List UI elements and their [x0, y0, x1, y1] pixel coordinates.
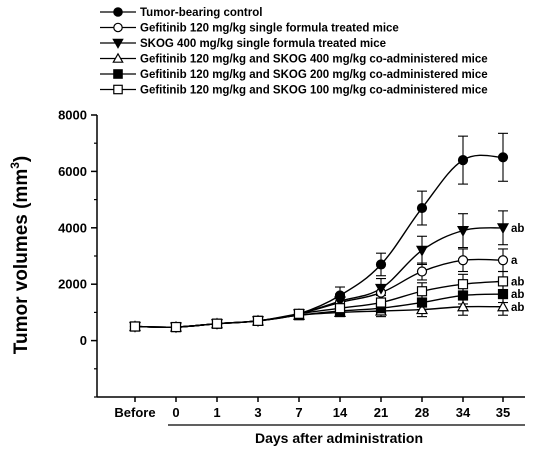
data-point	[457, 155, 469, 166]
legend-marker	[113, 7, 123, 17]
legend-item: Gefitinib 120 mg/kg and SKOG 200 mg/kg c…	[100, 69, 488, 81]
labels-layer: Tumor volumes (mm3) Days after administr…	[8, 156, 423, 446]
legend-marker	[113, 84, 123, 95]
data-point	[374, 283, 388, 295]
legend-marker	[113, 69, 123, 79]
legend-marker	[113, 22, 123, 33]
data-point	[457, 255, 469, 266]
data-point	[375, 259, 387, 270]
y-tick-label: 4000	[58, 220, 87, 235]
significance-label: ab	[511, 302, 524, 314]
y-tick-label: 2000	[58, 277, 87, 292]
data-point	[497, 152, 509, 163]
data-point	[416, 286, 428, 297]
data-point	[415, 245, 429, 257]
series-6	[134, 270, 508, 328]
series-line	[134, 154, 504, 328]
series-line	[134, 280, 504, 328]
data-point	[415, 303, 429, 315]
data-point	[170, 321, 182, 333]
data-point	[457, 279, 469, 290]
x-tick-label: 1	[213, 405, 220, 420]
legend-item: Gefitinib 120 mg/kg and SKOG 400 mg/kg c…	[100, 52, 488, 66]
data-point	[416, 202, 428, 214]
data-point	[457, 290, 469, 301]
data-point	[416, 266, 428, 277]
data-point	[496, 223, 510, 235]
significance-label: ab	[511, 223, 524, 235]
legend-item: Gefitinib 120 mg/kg and SKOG 100 mg/kg c…	[100, 85, 488, 97]
series-6-markers	[129, 276, 509, 333]
y-tick-label: 6000	[58, 164, 87, 179]
legend-item: Tumor-bearing control	[100, 7, 262, 19]
data-point	[129, 321, 141, 332]
legend-label: Gefitinib 120 mg/kg and SKOG 100 mg/kg c…	[140, 85, 488, 97]
x-tick-label: 3	[254, 405, 261, 420]
series-line	[134, 258, 504, 328]
y-axis-title-close: )	[11, 156, 32, 162]
y-tick-label: 8000	[58, 108, 87, 123]
series-5	[134, 285, 508, 328]
series-1-markers	[129, 152, 509, 333]
series-3-markers	[128, 223, 510, 334]
legend-label: Gefitinib 120 mg/kg and SKOG 400 mg/kg c…	[140, 54, 488, 66]
legend-label: SKOG 400 mg/kg single formula treated mi…	[140, 38, 386, 50]
significance-label: ab	[511, 276, 524, 288]
legend-marker	[112, 52, 124, 63]
significance-label: a	[511, 255, 518, 267]
x-tick-label: 28	[415, 405, 429, 420]
y-tick-label: 0	[80, 333, 87, 348]
data-point	[456, 226, 470, 237]
series-2	[134, 248, 508, 328]
legend-item: SKOG 400 mg/kg single formula treated mi…	[100, 38, 386, 50]
significance-label: ab	[511, 289, 524, 301]
data-point	[497, 288, 509, 300]
x-tick-label: Before	[114, 405, 155, 420]
x-tick-label: 14	[333, 405, 348, 420]
data-point	[456, 300, 470, 312]
y-axis-title-main: Tumor volumes (mm	[11, 169, 32, 354]
x-tick-label: 7	[295, 405, 302, 420]
series-2-markers	[129, 255, 509, 333]
data-point	[252, 315, 264, 326]
y-axis-title-superscript: 3	[8, 162, 22, 169]
legend-marker	[112, 38, 124, 49]
data-point	[416, 297, 428, 308]
data-point	[211, 318, 223, 329]
data-point	[496, 300, 510, 312]
series-3	[134, 210, 508, 328]
x-tick-label: 35	[496, 405, 510, 420]
data-point	[333, 296, 347, 308]
x-tick-label: 21	[374, 405, 388, 420]
legend-item: Gefitinib 120 mg/kg single formula treat…	[100, 23, 399, 35]
axes: 0 2000 4000 6000 8000 Before 0 1 3 7 14 21 28 34 35	[58, 108, 525, 426]
data-point	[334, 303, 346, 314]
y-axis-title: Tumor volumes (mm3)	[8, 156, 32, 354]
data-point	[497, 255, 509, 266]
x-tick-label: 0	[172, 405, 179, 420]
legend-label: Gefitinib 120 mg/kg and SKOG 200 mg/kg c…	[140, 69, 488, 81]
series-1	[134, 132, 508, 328]
legend-label: Gefitinib 120 mg/kg single formula treat…	[140, 23, 399, 35]
legend: Tumor-bearing control Gefitinib 120 mg/kg…	[100, 7, 488, 97]
data-point	[497, 276, 509, 287]
data-point	[293, 308, 305, 319]
x-axis-title: Days after administration	[255, 430, 423, 446]
data-point	[375, 297, 387, 308]
legend-label: Tumor-bearing control	[140, 7, 262, 19]
series-line	[134, 305, 504, 328]
x-tick-label: 34	[456, 405, 471, 420]
